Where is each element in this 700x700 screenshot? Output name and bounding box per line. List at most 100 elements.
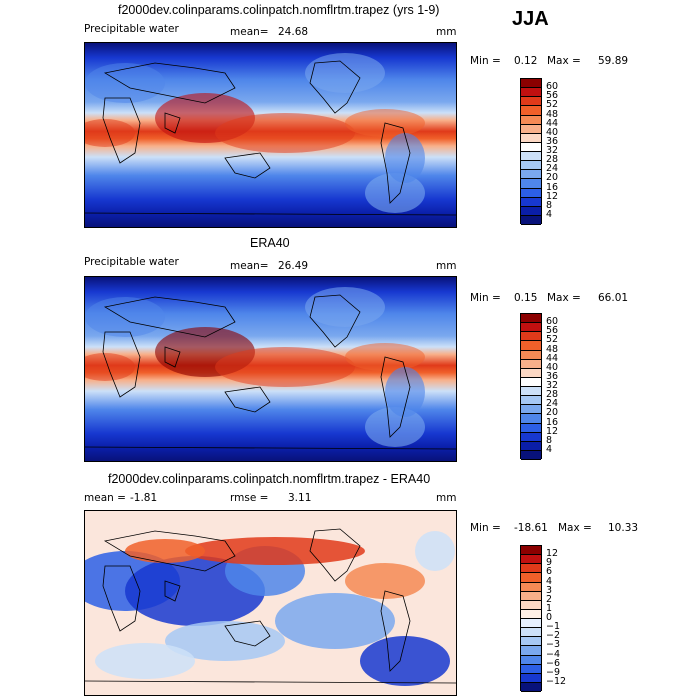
panel-1-mean-label: mean= bbox=[230, 26, 269, 38]
panel-3-mean-value: -1.81 bbox=[130, 492, 158, 504]
colorbar-tick-label: 4 bbox=[546, 575, 553, 587]
colorbar-cell bbox=[521, 368, 541, 378]
colorbar-cell bbox=[521, 332, 541, 342]
panel-3-title: f2000dev.colinparams.colinpatch.nomflrtm… bbox=[108, 472, 431, 486]
colorbar-cell bbox=[521, 628, 541, 638]
panel-1-mean-value: 24.68 bbox=[278, 26, 309, 38]
colorbar-cell bbox=[521, 441, 541, 451]
colorbar-tick-label: 60 bbox=[546, 81, 559, 93]
panel-3-max-value: 10.33 bbox=[608, 522, 639, 534]
colorbar-cell bbox=[521, 133, 541, 143]
colorbar-cell bbox=[521, 206, 541, 216]
colorbar-cell bbox=[521, 323, 541, 333]
panel-2-title: ERA40 bbox=[250, 236, 290, 250]
colorbar-tick-label: 4 bbox=[546, 208, 553, 220]
colorbar-tick-label: −6 bbox=[546, 657, 561, 669]
panel-3-mean-label: mean = bbox=[84, 492, 126, 504]
colorbar-cell bbox=[521, 637, 541, 647]
panel-2-mean-label: mean= bbox=[230, 260, 269, 272]
colorbar-tick-label: 56 bbox=[546, 90, 559, 102]
panel-2-colorbar bbox=[520, 313, 542, 460]
colorbar-tick-label: −2 bbox=[546, 630, 561, 642]
panel-1-min-value: 0.12 bbox=[514, 55, 538, 67]
map-field bbox=[85, 511, 456, 695]
colorbar-tick-label: 2 bbox=[546, 593, 553, 605]
colorbar-tick-label: 8 bbox=[546, 434, 553, 446]
panel-2-variable: Precipitable water bbox=[84, 256, 179, 268]
colorbar-cell bbox=[521, 350, 541, 360]
panel-3-rmse-label: rmse = bbox=[230, 492, 269, 504]
colorbar-tick-label: 4 bbox=[546, 443, 553, 455]
map-field bbox=[85, 43, 456, 227]
colorbar-tick-label: 32 bbox=[546, 380, 559, 391]
colorbar-tick-label: 52 bbox=[546, 99, 559, 111]
panel-2-max-label: Max = bbox=[547, 292, 581, 304]
panel-2-min-label: Min = bbox=[470, 292, 501, 304]
colorbar-tick-label: 36 bbox=[546, 370, 559, 382]
colorbar-tick-label: 44 bbox=[546, 117, 559, 129]
colorbar-tick-label: 28 bbox=[546, 389, 559, 401]
colorbar-tick-label: 12 bbox=[546, 425, 559, 437]
colorbar-cell bbox=[521, 152, 541, 162]
colorbar-cell bbox=[521, 142, 541, 152]
colorbar-cell bbox=[521, 609, 541, 619]
colorbar-tick-label: −12 bbox=[546, 675, 567, 687]
colorbar-tick-label: −1 bbox=[546, 621, 561, 633]
panel-2-map bbox=[84, 276, 457, 462]
panel-2-mean-value: 26.49 bbox=[278, 260, 309, 272]
colorbar-tick-label: 20 bbox=[546, 172, 559, 184]
panel-2-units: mm bbox=[436, 260, 457, 272]
colorbar-tick-label: 6 bbox=[546, 566, 553, 578]
panel-1-title: f2000dev.colinparams.colinpatch.nomflrtm… bbox=[118, 3, 440, 17]
colorbar-cell bbox=[521, 341, 541, 351]
panel-1-max-label: Max = bbox=[547, 55, 581, 67]
colorbar-tick-label: 32 bbox=[546, 145, 559, 156]
colorbar-cell bbox=[521, 314, 541, 324]
colorbar-cell bbox=[521, 387, 541, 397]
panel-2-max-value: 66.01 bbox=[598, 292, 629, 304]
panel-1-colorbar bbox=[520, 78, 542, 225]
colorbar-cell bbox=[521, 555, 541, 565]
colorbar-cell bbox=[521, 655, 541, 665]
colorbar-tick-label: 52 bbox=[546, 334, 559, 346]
colorbar-tick-label: 48 bbox=[546, 108, 559, 120]
panel-1-units: mm bbox=[436, 26, 457, 38]
colorbar-cell bbox=[521, 215, 541, 225]
colorbar-tick-label: −3 bbox=[546, 639, 561, 651]
colorbar-cell bbox=[521, 619, 541, 629]
colorbar-cell bbox=[521, 546, 541, 556]
colorbar-tick-label: 16 bbox=[546, 181, 559, 193]
colorbar-tick-label: 44 bbox=[546, 352, 559, 364]
colorbar-cell bbox=[521, 197, 541, 207]
colorbar-cell bbox=[521, 564, 541, 574]
colorbar-tick-label: 48 bbox=[546, 343, 559, 355]
colorbar-cell bbox=[521, 88, 541, 98]
colorbar-tick-label: −4 bbox=[546, 648, 561, 660]
colorbar-tick-label: 20 bbox=[546, 407, 559, 419]
colorbar-cell bbox=[521, 124, 541, 134]
colorbar-tick-label: 24 bbox=[546, 398, 559, 410]
colorbar-tick-label: 9 bbox=[546, 557, 553, 569]
colorbar-cell bbox=[521, 600, 541, 610]
colorbar-tick-label: 60 bbox=[546, 316, 559, 328]
colorbar-tick-label: 40 bbox=[546, 361, 559, 373]
colorbar-cell bbox=[521, 646, 541, 656]
panel-3-map bbox=[84, 510, 457, 696]
colorbar-cell bbox=[521, 179, 541, 189]
colorbar-cell bbox=[521, 405, 541, 415]
panel-1-map bbox=[84, 42, 457, 228]
colorbar-cell bbox=[521, 673, 541, 683]
colorbar-tick-label: 36 bbox=[546, 135, 559, 147]
panel-2-min-value: 0.15 bbox=[514, 292, 538, 304]
panel-3-colorbar bbox=[520, 545, 542, 692]
colorbar-tick-label: 8 bbox=[546, 199, 553, 211]
colorbar-cell bbox=[521, 450, 541, 460]
colorbar-cell bbox=[521, 188, 541, 198]
colorbar-cell bbox=[521, 115, 541, 125]
map-field bbox=[85, 277, 456, 461]
colorbar-cell bbox=[521, 106, 541, 116]
colorbar-cell bbox=[521, 582, 541, 592]
colorbar-tick-label: 16 bbox=[546, 416, 559, 428]
colorbar-tick-label: −9 bbox=[546, 666, 561, 678]
colorbar-tick-label: 28 bbox=[546, 154, 559, 166]
